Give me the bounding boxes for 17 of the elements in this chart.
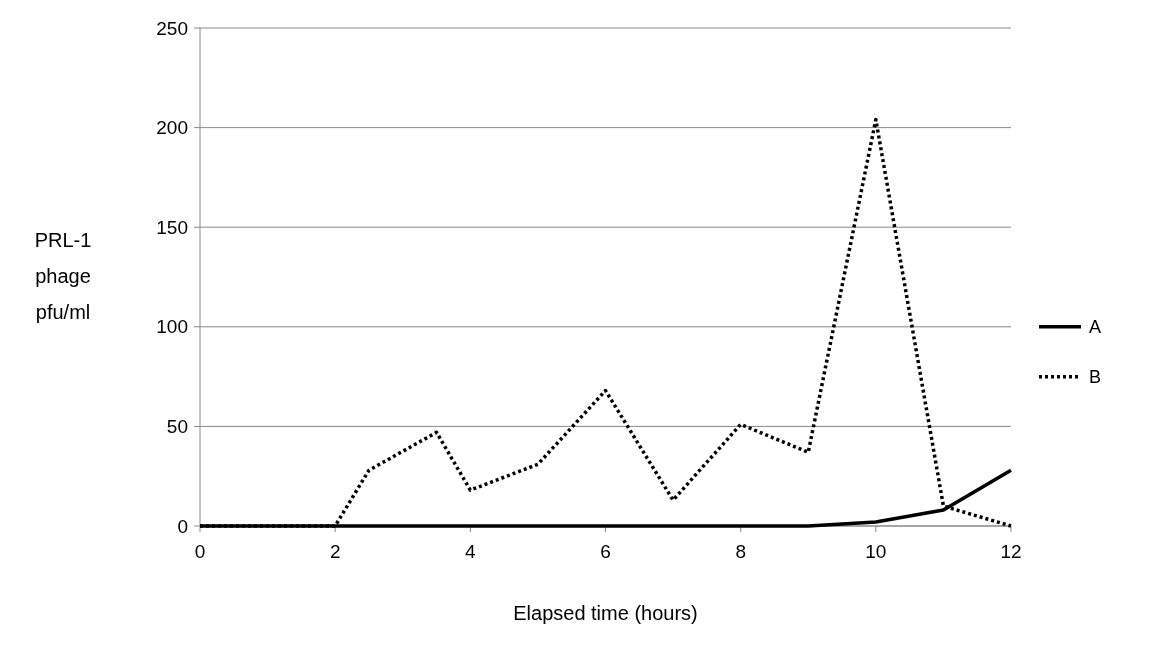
- x-tick-label: 10: [865, 541, 887, 562]
- x-tick-label: 4: [465, 541, 477, 562]
- x-tick-label: 6: [600, 541, 611, 562]
- y-tick-label: 250: [156, 17, 188, 39]
- x-tick-label: 8: [735, 541, 746, 562]
- y-tick-label: 100: [156, 316, 188, 338]
- x-tick-label: 0: [194, 541, 206, 562]
- y-tick-label: 150: [156, 216, 188, 238]
- x-tick-label: 2: [329, 541, 341, 562]
- y-tick-label: 50: [166, 416, 188, 438]
- legend-label: A: [1089, 317, 1102, 338]
- y-tick-label: 0: [177, 515, 188, 537]
- legend-label: B: [1089, 367, 1102, 388]
- y-axis-title: PRL-1 phage pfu/ml: [34, 229, 92, 323]
- x-axis-title: Elapsed time (hours): [513, 602, 698, 624]
- y-tick-label: 200: [156, 117, 188, 139]
- x-tick-label: 12: [1000, 541, 1022, 562]
